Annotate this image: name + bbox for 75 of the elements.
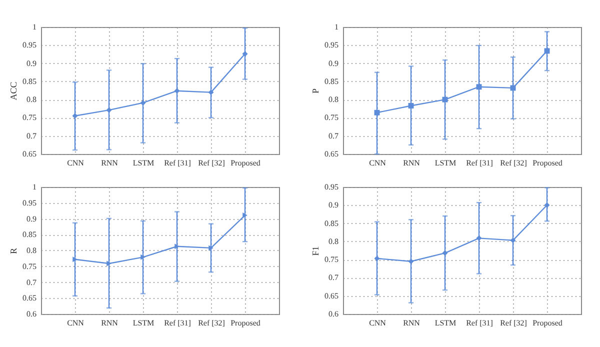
y-tick-label: 0.8 — [328, 95, 338, 104]
y-tick-label: 0.9 — [328, 200, 338, 210]
y-tick-label: 0.6 — [26, 310, 36, 318]
point — [374, 110, 380, 116]
y-tick-label: 0.95 — [22, 40, 36, 50]
y-tick-label: 0.8 — [26, 95, 36, 104]
x-tick-label: Ref [31] — [466, 318, 494, 328]
point — [140, 254, 146, 260]
y-tick-label: 0.75 — [324, 255, 338, 264]
x-tick-label: Ref [32] — [500, 158, 528, 168]
x-tick-label: Ref [32] — [198, 158, 226, 168]
x-tick-label: CNN — [369, 158, 386, 168]
x-tick-label: LSTM — [132, 158, 154, 168]
y-tick-label: 0.9 — [26, 58, 36, 68]
x-tick-label: RNN — [101, 158, 118, 168]
y-tick-label: 0.65 — [324, 150, 338, 158]
point — [442, 96, 448, 102]
y-tick-label: 0.85 — [22, 230, 36, 240]
y-tick-label: 0.85 — [22, 76, 36, 86]
y-tick-label: 0.65 — [324, 291, 338, 300]
y-tick-label: 0.95 — [22, 198, 36, 208]
y-tick-label: 0.95 — [324, 40, 338, 50]
x-tick-label: Ref [31] — [164, 158, 192, 168]
x-tick-label: CNN — [67, 318, 84, 328]
y-tick-label: 0.9 — [328, 58, 338, 68]
y-tick-label: 0.65 — [22, 294, 36, 303]
y-axis-title: R — [8, 248, 18, 254]
y-axis-title: P — [310, 88, 320, 94]
x-tick-label: Proposed — [532, 318, 562, 328]
y-tick-label: 0.85 — [324, 76, 338, 86]
point — [408, 103, 414, 108]
y-tick-label: 0.75 — [22, 262, 36, 271]
x-tick-label: LSTM — [434, 158, 456, 168]
point — [208, 245, 214, 251]
y-tick-label: 0.7 — [26, 131, 36, 140]
point — [510, 85, 516, 91]
point — [106, 260, 112, 266]
y-tick-label: 0.65 — [22, 150, 36, 158]
x-tick-label: LSTM — [132, 318, 154, 328]
point — [374, 256, 380, 262]
y-tick-label: 0.8 — [26, 246, 36, 255]
y-tick-label: 0.7 — [328, 131, 338, 140]
x-tick-label: Ref [32] — [500, 318, 528, 328]
y-tick-label: 0.8 — [328, 236, 338, 246]
x-tick-label: Ref [32] — [198, 318, 226, 328]
x-tick-label: Proposed — [230, 318, 260, 328]
y-tick-label: 0.85 — [324, 218, 338, 228]
x-tick-label: CNN — [67, 158, 84, 168]
y-tick-label: 0.6 — [328, 310, 338, 318]
x-tick-label: RNN — [101, 318, 118, 328]
x-tick-label: CNN — [369, 318, 386, 328]
x-tick-label: RNN — [403, 318, 420, 328]
x-tick-label: Proposed — [230, 158, 260, 168]
y-tick-label: 0.7 — [328, 273, 338, 282]
point — [476, 84, 482, 90]
y-tick-label: 0.7 — [26, 278, 36, 287]
y-axis-title: F1 — [310, 246, 320, 256]
point — [242, 212, 248, 218]
y-tick-label: 0.75 — [324, 113, 338, 122]
y-axis-title: ACC — [8, 82, 18, 100]
x-tick-label: Proposed — [532, 158, 562, 168]
x-tick-label: LSTM — [434, 318, 456, 328]
x-tick-label: Ref [31] — [466, 158, 494, 168]
point — [442, 250, 448, 256]
y-tick-label: 0.9 — [26, 214, 36, 224]
y-tick-label: 0.95 — [324, 182, 338, 192]
y-tick-label: 0.75 — [22, 113, 36, 122]
point — [544, 48, 550, 54]
y-tick-label: 1 — [334, 22, 338, 32]
y-tick-label: 1 — [32, 182, 36, 192]
y-tick-label: 1 — [32, 22, 36, 32]
point — [174, 244, 180, 250]
x-tick-label: RNN — [403, 158, 420, 168]
point — [72, 256, 78, 262]
x-tick-label: Ref [31] — [164, 318, 192, 328]
